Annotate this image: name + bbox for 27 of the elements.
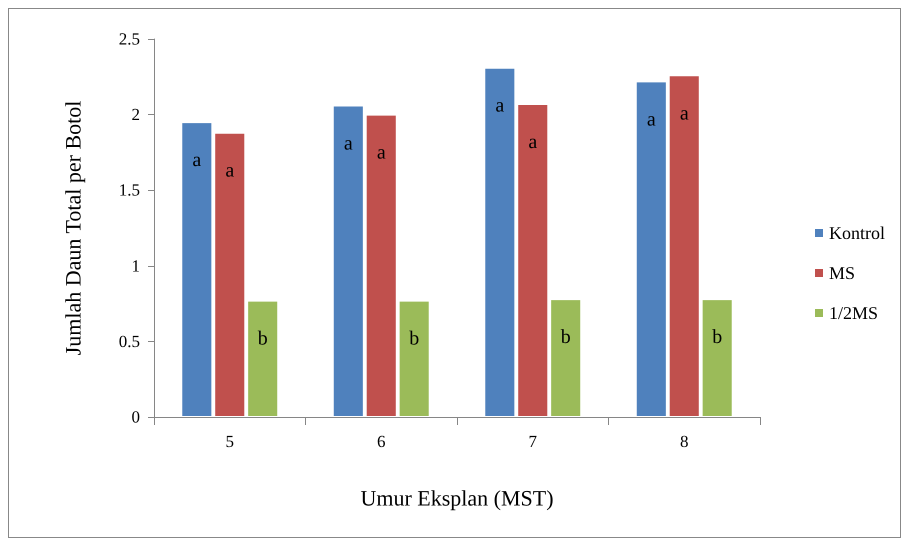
data-label: b	[409, 328, 420, 350]
data-label: b	[712, 326, 722, 348]
data-label: a	[376, 142, 386, 164]
data-label: b	[560, 326, 571, 348]
y-tick-label: 0	[132, 408, 140, 426]
y-tick-label: 2	[132, 105, 140, 124]
data-label: a	[528, 131, 538, 154]
data-label: a	[646, 108, 656, 130]
y-tick-label: 0.5	[118, 332, 140, 351]
legend-label: Kontrol	[829, 223, 886, 243]
data-label: a	[495, 94, 504, 117]
data-label: a	[344, 132, 353, 155]
x-tick-label: 8	[680, 432, 688, 451]
y-tick-label: 1	[132, 256, 140, 276]
x-tick-label: 6	[377, 432, 386, 451]
y-tick-label: 1.5	[118, 180, 140, 200]
data-label: a	[680, 102, 689, 124]
data-label: b	[258, 328, 268, 350]
y-axis-title: Jumlah Daun Total per Botol	[60, 100, 86, 356]
legend-label: MS	[829, 263, 856, 283]
x-axis-title: Umur Eksplan (MST)	[360, 486, 554, 510]
data-label: a	[192, 149, 202, 172]
x-tick-label: 5	[226, 432, 234, 451]
x-tick-label: 7	[528, 432, 538, 451]
legend-label: 1/2MS	[829, 303, 878, 323]
y-tick-label: 2.5	[118, 30, 140, 48]
data-label: a	[225, 160, 234, 182]
